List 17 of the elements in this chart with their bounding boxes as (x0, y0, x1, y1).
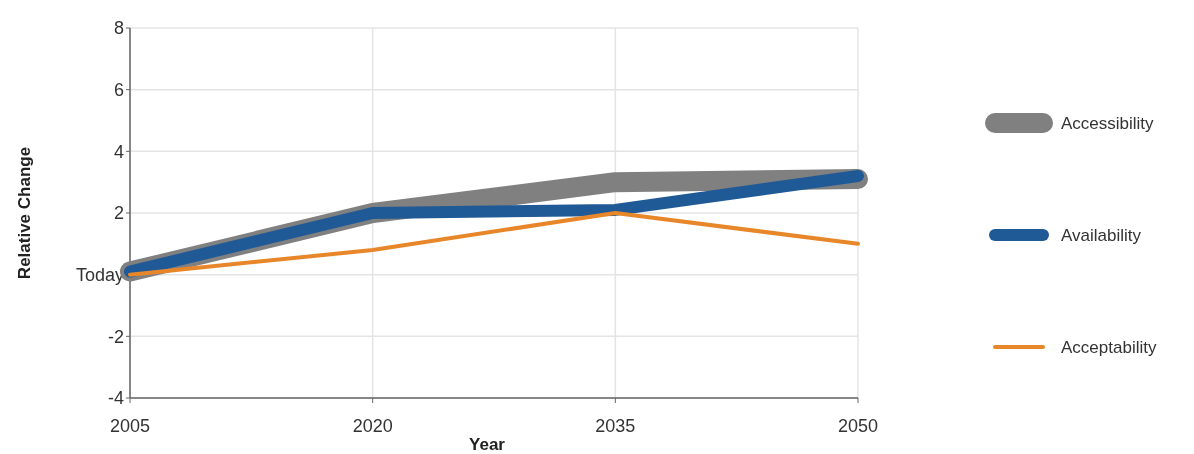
y-tick-label: 8 (113, 18, 124, 39)
y-tick-label: 2 (113, 203, 124, 224)
y-tick-label: -2 (107, 326, 124, 347)
y-tick-label: 4 (113, 141, 124, 162)
x-tick-label: 2020 (352, 416, 393, 436)
x-tick-label: 2050 (837, 416, 879, 436)
x-axis-title: Year (469, 435, 506, 454)
y-axis-title: Relative Change (15, 146, 34, 280)
x-tick-label: 2005 (109, 416, 151, 436)
y-tick-label: -4 (107, 388, 124, 409)
y-tick-label: 6 (113, 79, 124, 100)
legend-label: Accessibility (1061, 113, 1155, 133)
legend-label: Availability (1061, 225, 1142, 245)
legend-label: Acceptability (1061, 337, 1157, 357)
y-tick-label: Today (75, 264, 124, 285)
line-series (128, 211, 860, 277)
x-tick-label: 2035 (595, 416, 636, 436)
